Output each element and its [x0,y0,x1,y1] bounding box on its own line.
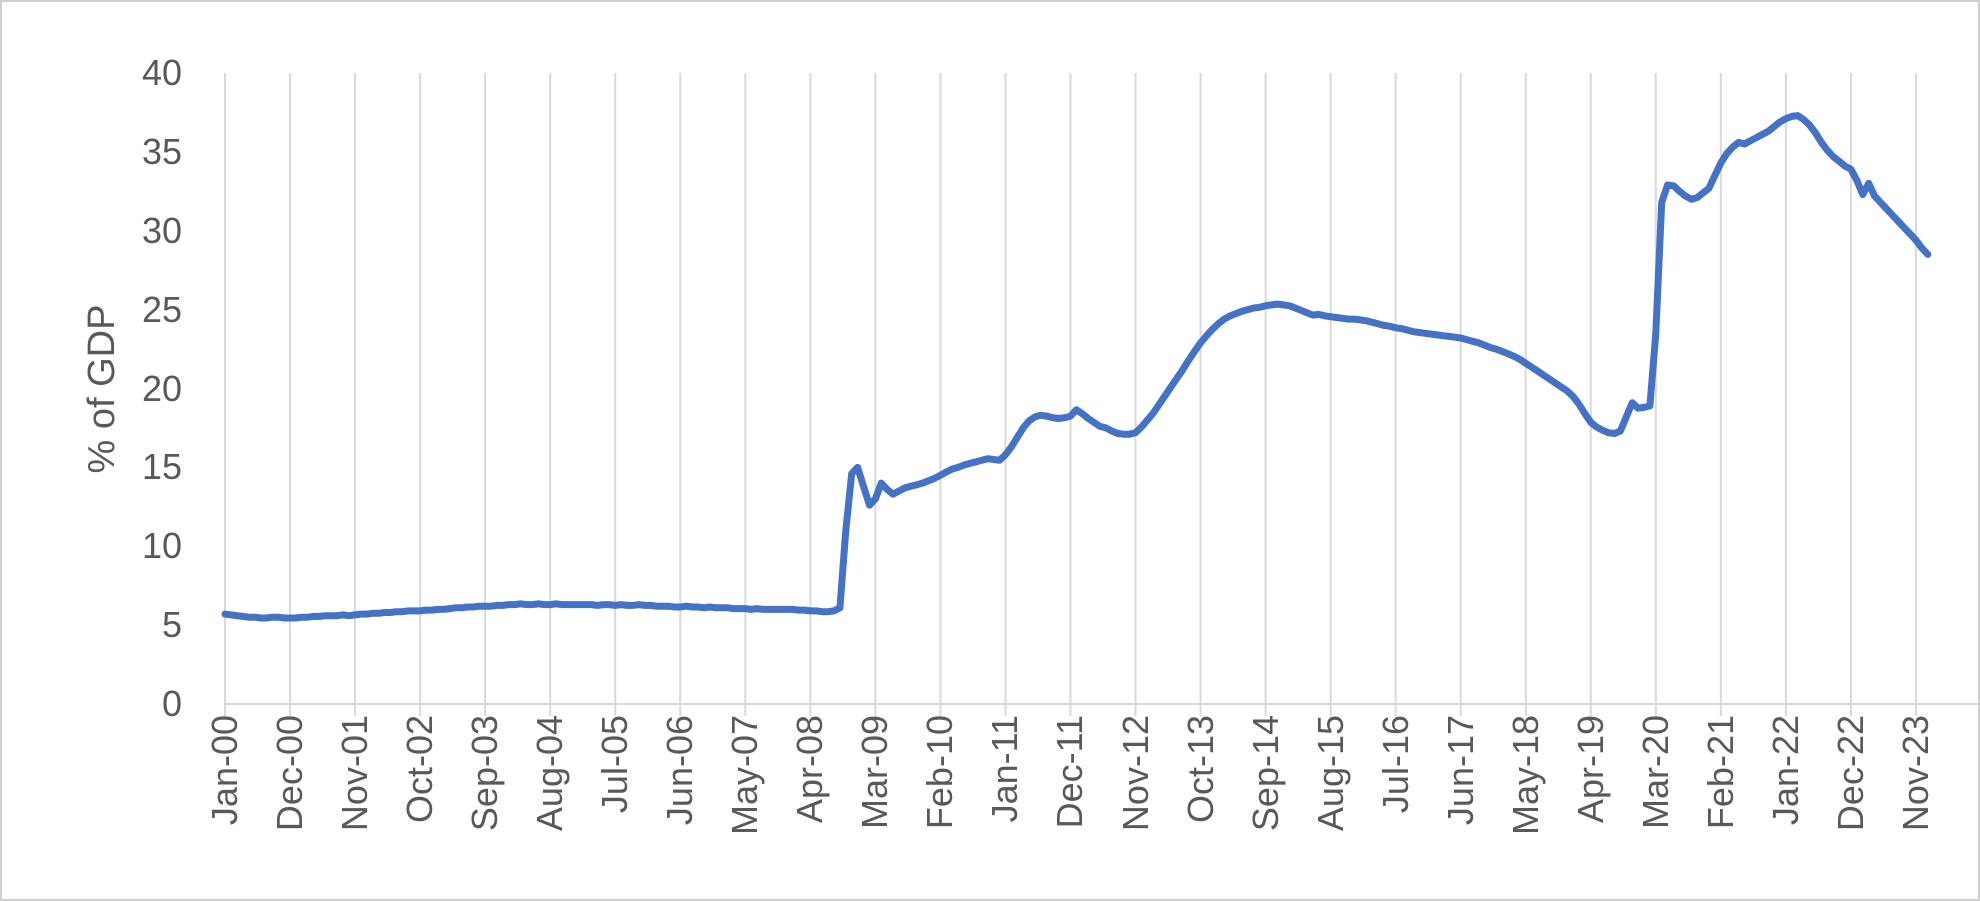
x-tick-label: Dec-22 [1829,715,1871,832]
x-tick-label: Aug-04 [529,715,571,832]
y-tick-label: 40 [141,52,182,93]
x-axis-tick-marks [224,704,1917,716]
y-tick-label: 35 [141,130,182,172]
x-tick-label: May-07 [724,715,766,836]
x-tick-label: Jan-22 [1764,715,1806,826]
x-tick-label: Feb-10 [919,715,961,830]
y-tick-label: 15 [141,446,182,488]
x-tick-label: Dec-00 [269,715,311,832]
x-tick-label: Nov-23 [1894,715,1936,832]
x-tick-label: Oct-02 [399,715,441,824]
x-tick-label: May-18 [1504,715,1546,836]
y-tick-label: 5 [161,604,182,646]
y-tick-label: 0 [161,683,182,724]
y-tick-label: 25 [141,288,182,330]
x-tick-label: Sep-14 [1244,715,1286,832]
x-tick-label: Mar-20 [1634,715,1676,830]
x-tick-label: Jun-06 [659,715,701,826]
x-tick-label: Jul-05 [594,715,636,814]
x-tick-label: Oct-13 [1179,715,1221,824]
x-tick-label: Jan-11 [984,715,1026,823]
vertical-gridlines [224,73,1917,704]
y-tick-label: 30 [141,209,182,251]
x-tick-label: Nov-12 [1114,715,1156,832]
x-tick-label: Jun-17 [1439,715,1481,826]
y-tick-label: 20 [141,367,182,409]
data-line [221,112,1932,622]
x-tick-label: Mar-09 [854,715,896,830]
x-tick-label: Nov-01 [334,715,376,832]
y-tick-label: 10 [141,525,182,567]
x-tick-label: Jul-16 [1374,715,1416,814]
x-tick-label: Sep-03 [464,715,506,832]
x-tick-label: Jan-00 [204,715,245,826]
x-tick-label: Feb-21 [1699,715,1741,830]
x-tick-label: Apr-08 [789,715,831,824]
x-tick-label: Apr-19 [1569,715,1611,824]
x-tick-label: Dec-11 [1049,715,1091,829]
x-tick-label: Aug-15 [1309,715,1351,832]
